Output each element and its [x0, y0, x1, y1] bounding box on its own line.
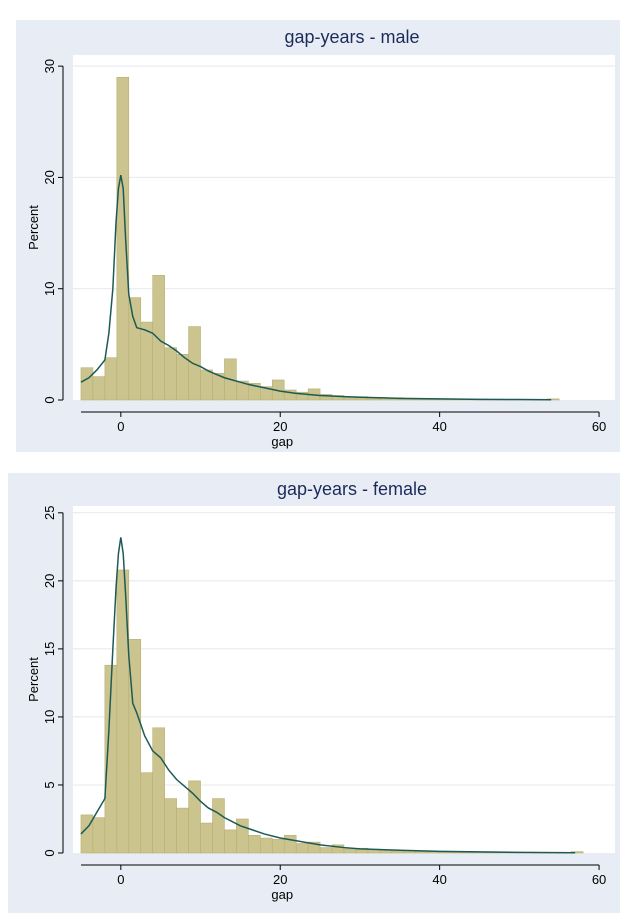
x-tick-label: 0	[117, 872, 124, 887]
y-tick-label: 25	[42, 506, 57, 520]
histogram-bar	[260, 837, 273, 854]
histogram-male-svg: gap-years - male 0 20 40 60 0 10 20 30 gap Percent	[16, 20, 620, 452]
y-tick-label: 10	[42, 281, 57, 295]
x-axis-label: gap	[271, 434, 293, 449]
histogram-bar	[104, 357, 118, 401]
histogram-bar	[248, 835, 261, 854]
x-tick-label: 20	[273, 419, 287, 434]
histogram-bar	[140, 772, 154, 854]
y-tick-label: 20	[42, 170, 57, 184]
chart-title: gap-years - female	[277, 479, 427, 499]
histogram-panel-male: gap-years - male 0 20 40 60 0 10 20 30 gap Percent	[16, 20, 620, 452]
x-tick-label: 60	[592, 419, 606, 434]
histogram-bar	[80, 367, 94, 401]
density-line	[80, 175, 552, 401]
histogram-bar	[164, 798, 177, 854]
histogram-bar	[140, 321, 154, 401]
y-axis-label: Percent	[26, 657, 41, 702]
histogram-bar	[295, 843, 309, 854]
histogram-bar	[188, 326, 201, 401]
histogram-bar	[176, 354, 189, 401]
chart-title: gap-years - male	[284, 27, 419, 47]
y-tick-label: 5	[42, 781, 57, 788]
histogram-bar	[188, 780, 201, 854]
histogram-bar	[152, 727, 165, 854]
x-tick-label: 20	[273, 872, 287, 887]
histogram-bar	[319, 847, 333, 854]
histogram-bar	[343, 848, 357, 854]
histogram-bar	[164, 347, 177, 401]
histogram-bars	[80, 569, 584, 854]
histogram-bar	[128, 639, 142, 854]
histogram-bar	[92, 376, 106, 401]
histogram-bar	[92, 817, 106, 854]
histogram-bar	[152, 275, 165, 401]
histogram-bar	[176, 807, 189, 854]
histogram-bar	[391, 850, 405, 854]
y-tick-label: 30	[42, 59, 57, 73]
y-axis-label: Percent	[26, 205, 41, 250]
y-tick-label: 0	[42, 396, 57, 403]
x-axis-label: gap	[271, 887, 293, 902]
y-tick-label: 0	[42, 849, 57, 856]
histogram-bar	[212, 798, 225, 854]
histogram-bar	[283, 835, 297, 854]
histogram-female-svg: gap-years - female 0 20 40 60 0 5 10 15 20 25 gap Pe…	[8, 473, 620, 913]
histogram-bar	[116, 76, 130, 401]
x-tick-label: 60	[592, 872, 606, 887]
histogram-panel-female: gap-years - female 0 20 40 60 0 5 10 15 20 25 gap Pe…	[0, 458, 623, 915]
y-tick-label: 20	[42, 574, 57, 588]
histogram-bar	[271, 839, 285, 854]
histogram-bar	[200, 369, 213, 401]
y-tick-label: 15	[42, 642, 57, 656]
density-line	[80, 537, 576, 854]
histogram-bar	[128, 297, 142, 401]
histogram-bar	[200, 822, 213, 854]
x-tick-label: 40	[432, 419, 446, 434]
x-tick-label: 0	[117, 419, 124, 434]
x-tick-label: 40	[432, 872, 446, 887]
y-tick-label: 10	[42, 710, 57, 724]
histogram-bar	[224, 829, 237, 854]
